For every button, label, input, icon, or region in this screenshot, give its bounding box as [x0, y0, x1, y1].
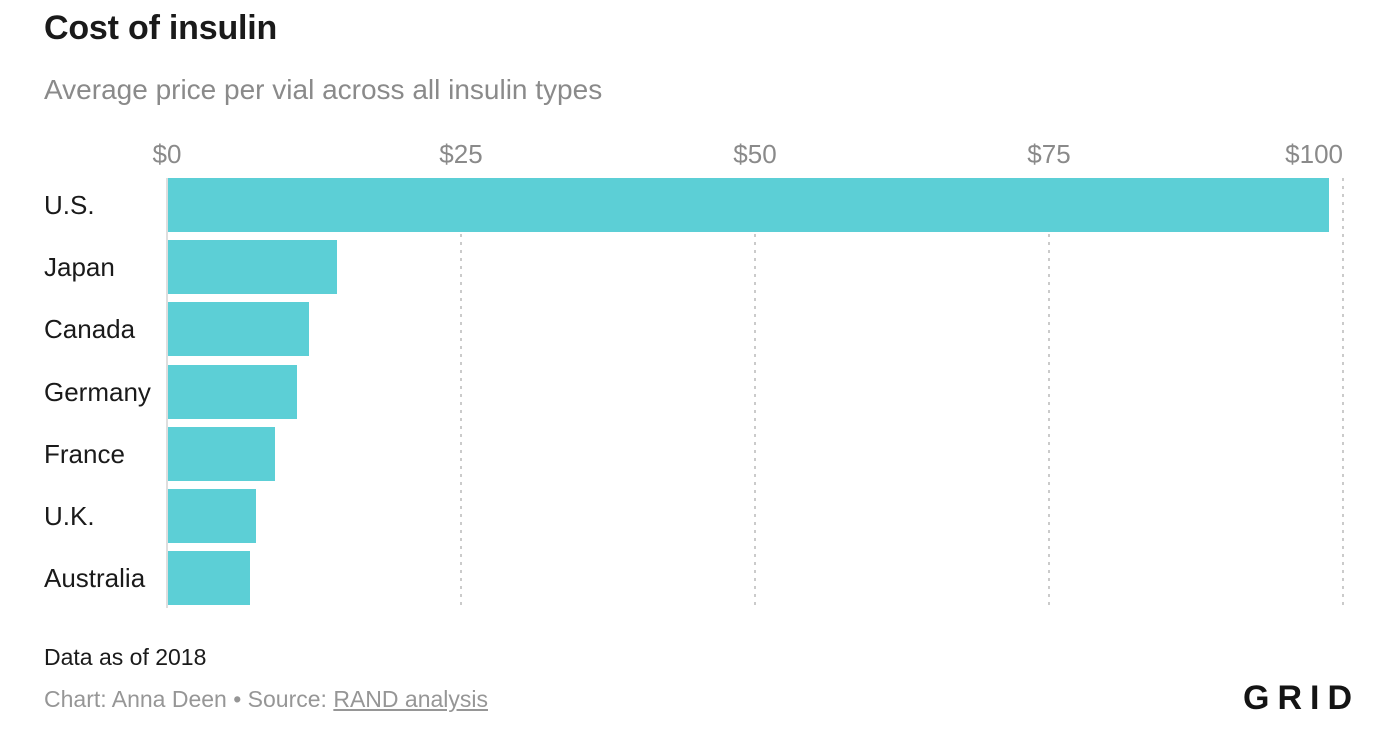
bar: [168, 427, 275, 481]
x-axis-tick-label: $50: [733, 139, 777, 169]
credits-line: Chart: Anna Deen • Source: RAND analysis: [44, 686, 488, 713]
gridline: [754, 178, 756, 608]
category-label: Canada: [44, 313, 136, 344]
gridline: [460, 178, 462, 608]
bar: [168, 178, 1329, 232]
credit-text: Chart: Anna Deen • Source:: [44, 686, 334, 712]
category-label: France: [44, 438, 125, 469]
x-axis-tick-label: $75: [1027, 139, 1071, 169]
data-note: Data as of 2018: [44, 644, 207, 670]
x-axis-tick-label: $0: [152, 139, 182, 169]
grid-logo[interactable]: GRID: [1243, 679, 1360, 717]
category-label: U.K.: [44, 500, 95, 531]
category-label: U.S.: [44, 189, 95, 220]
source-link[interactable]: RAND analysis: [333, 686, 488, 712]
x-axis-tick-label: $25: [439, 139, 483, 169]
gridline: [1048, 178, 1050, 608]
x-axis-tick-label: $100: [1285, 139, 1343, 169]
bar: [168, 365, 297, 419]
category-label: Australia: [44, 562, 146, 593]
chart-title: Cost of insulin: [44, 9, 278, 47]
chart-subtitle: Average price per vial across all insuli…: [44, 74, 603, 105]
axis-zero-line: [166, 178, 168, 608]
category-label: Germany: [44, 376, 151, 407]
bar: [168, 302, 309, 356]
gridline: [1342, 178, 1344, 608]
category-label: Japan: [44, 251, 115, 282]
bar: [168, 240, 337, 294]
bar: [168, 551, 250, 605]
bar: [168, 489, 256, 543]
